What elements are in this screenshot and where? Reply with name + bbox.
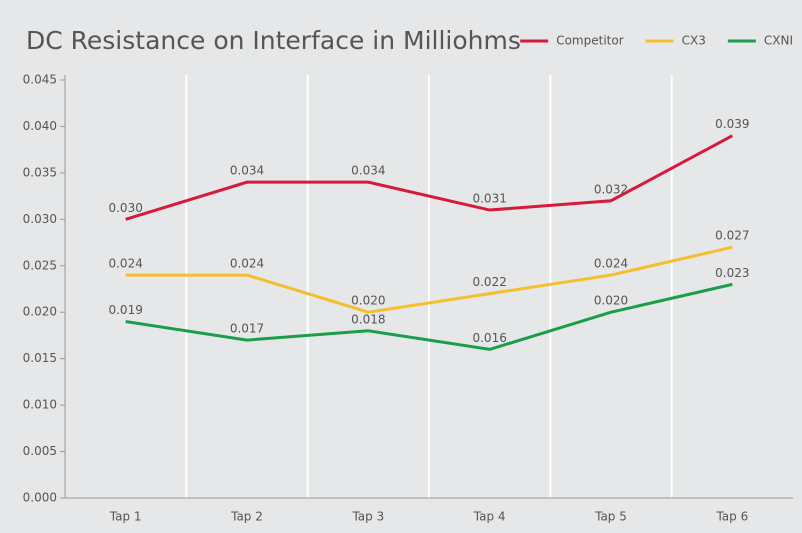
- data-label: 0.020: [594, 294, 628, 308]
- x-tick-label: Tap 2: [230, 510, 263, 524]
- data-label: 0.024: [108, 257, 142, 271]
- data-label: 0.031: [472, 192, 506, 206]
- data-label: 0.020: [351, 294, 385, 308]
- data-label: 0.017: [230, 322, 264, 336]
- series-line: [125, 245, 733, 314]
- y-tick-label: 0.025: [23, 258, 57, 272]
- data-label: 0.018: [351, 312, 385, 326]
- legend-label: CXNI: [764, 34, 793, 48]
- chart-title: DC Resistance on Interface in Milliohms: [26, 26, 521, 55]
- data-label: 0.022: [472, 275, 506, 289]
- data-label: 0.024: [230, 257, 264, 271]
- y-tick-label: 0.035: [23, 165, 57, 179]
- data-label: 0.034: [351, 164, 385, 178]
- y-tick-label: 0.000: [23, 491, 57, 505]
- x-tick-label: Tap 4: [473, 510, 506, 524]
- data-label: 0.023: [715, 266, 749, 280]
- x-tick-label: Tap 5: [594, 510, 627, 524]
- x-tick-label: Tap 6: [715, 510, 748, 524]
- legend-label: Competitor: [556, 34, 623, 48]
- y-tick-label: 0.020: [23, 305, 57, 319]
- x-tick-label: Tap 1: [109, 510, 142, 524]
- data-label: 0.024: [594, 257, 628, 271]
- legend-label: CX3: [682, 34, 706, 48]
- series-line: [125, 134, 734, 221]
- y-tick-label: 0.040: [23, 119, 57, 133]
- x-tick-label: Tap 3: [351, 510, 384, 524]
- data-label: 0.019: [108, 303, 142, 317]
- data-label: 0.032: [594, 182, 628, 196]
- y-tick-label: 0.045: [23, 73, 57, 87]
- y-tick-label: 0.005: [23, 444, 57, 458]
- data-label: 0.034: [230, 164, 264, 178]
- y-tick-label: 0.010: [23, 398, 57, 412]
- data-label: 0.030: [108, 201, 142, 215]
- data-label: 0.039: [715, 117, 749, 131]
- series-line: [125, 282, 733, 351]
- data-label: 0.027: [715, 229, 749, 243]
- data-label: 0.016: [472, 331, 506, 345]
- y-tick-label: 0.015: [23, 351, 57, 365]
- y-tick-label: 0.030: [23, 212, 57, 226]
